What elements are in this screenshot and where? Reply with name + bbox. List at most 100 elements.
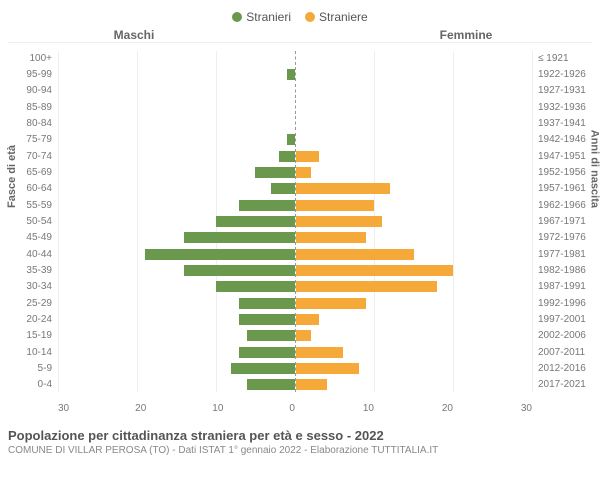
population-pyramid-chart: Stranieri Straniere Maschi Femmine Fasce…	[0, 0, 600, 500]
bar-male	[247, 379, 294, 390]
x-tick: 20	[442, 403, 453, 414]
half-left	[58, 51, 296, 65]
age-label: 70-74	[12, 151, 52, 162]
bar-male	[231, 363, 294, 374]
half-right	[296, 133, 533, 147]
half-right	[296, 51, 533, 65]
age-label: 35-39	[12, 265, 52, 276]
data-row: 90-941927-1931	[58, 84, 532, 98]
bar-zone	[58, 329, 532, 343]
bar-zone	[58, 378, 532, 392]
age-label: 45-49	[12, 232, 52, 243]
data-row: 45-491972-1976	[58, 231, 532, 245]
bar-zone	[58, 100, 532, 114]
bar-zone	[58, 198, 532, 212]
half-left	[58, 329, 296, 343]
footer: Popolazione per cittadinanza straniera p…	[8, 428, 592, 456]
data-row: 5-92012-2016	[58, 362, 532, 376]
bar-zone	[58, 280, 532, 294]
legend-label-female: Straniere	[319, 10, 368, 24]
age-label: 5-9	[12, 363, 52, 374]
half-left	[58, 214, 296, 228]
half-left	[58, 313, 296, 327]
half-left	[58, 149, 296, 163]
birth-label: 1967-1971	[538, 216, 598, 227]
data-row: 40-441977-1981	[58, 247, 532, 261]
bar-zone	[58, 362, 532, 376]
age-label: 10-14	[12, 347, 52, 358]
side-title-right: Femmine	[300, 28, 592, 42]
bar-zone	[58, 214, 532, 228]
half-right	[296, 296, 533, 310]
birth-label: 1922-1926	[538, 69, 598, 80]
half-left	[58, 280, 296, 294]
half-right	[296, 362, 533, 376]
data-row: 35-391982-1986	[58, 263, 532, 277]
bar-male	[239, 200, 294, 211]
x-tick: 30	[521, 403, 532, 414]
half-right	[296, 214, 533, 228]
bar-female	[296, 347, 343, 358]
half-left	[58, 182, 296, 196]
half-right	[296, 149, 533, 163]
data-row: 70-741947-1951	[58, 149, 532, 163]
birth-label: ≤ 1921	[538, 53, 598, 64]
bar-zone	[58, 313, 532, 327]
bar-zone	[58, 247, 532, 261]
bar-female	[296, 314, 320, 325]
birth-label: 2002-2006	[538, 330, 598, 341]
half-left	[58, 263, 296, 277]
x-ticks-right: 102030	[295, 403, 532, 414]
bar-male	[216, 281, 295, 292]
age-label: 15-19	[12, 330, 52, 341]
birth-label: 1992-1996	[538, 298, 598, 309]
half-right	[296, 100, 533, 114]
bar-female	[296, 265, 454, 276]
birth-label: 1962-1966	[538, 200, 598, 211]
half-right	[296, 67, 533, 81]
half-left	[58, 231, 296, 245]
data-row: 60-641957-1961	[58, 182, 532, 196]
bar-female	[296, 298, 367, 309]
bar-zone	[58, 51, 532, 65]
data-row: 95-991922-1926	[58, 67, 532, 81]
bar-zone	[58, 182, 532, 196]
half-right	[296, 247, 533, 261]
bar-zone	[58, 67, 532, 81]
age-label: 65-69	[12, 167, 52, 178]
half-left	[58, 198, 296, 212]
legend-swatch-male	[232, 12, 242, 22]
bar-zone	[58, 231, 532, 245]
x-ticks-left: 3020100	[58, 403, 295, 414]
bar-male	[247, 330, 294, 341]
legend-item-female: Straniere	[305, 10, 368, 24]
data-row: 65-691952-1956	[58, 165, 532, 179]
half-left	[58, 67, 296, 81]
legend-item-male: Stranieri	[232, 10, 291, 24]
age-label: 80-84	[12, 118, 52, 129]
bar-male	[279, 151, 295, 162]
half-right	[296, 165, 533, 179]
birth-label: 1947-1951	[538, 151, 598, 162]
bar-male	[239, 314, 294, 325]
bar-male	[287, 134, 295, 145]
birth-label: 2007-2011	[538, 347, 598, 358]
age-label: 75-79	[12, 134, 52, 145]
age-label: 30-34	[12, 281, 52, 292]
bar-female	[296, 200, 375, 211]
bar-male	[216, 216, 295, 227]
birth-label: 1982-1986	[538, 265, 598, 276]
half-right	[296, 280, 533, 294]
birth-label: 2012-2016	[538, 363, 598, 374]
age-label: 20-24	[12, 314, 52, 325]
side-title-left: Maschi	[8, 28, 300, 42]
bar-male	[239, 298, 294, 309]
bar-female	[296, 379, 328, 390]
birth-label: 1952-1956	[538, 167, 598, 178]
legend: Stranieri Straniere	[8, 10, 592, 24]
age-label: 55-59	[12, 200, 52, 211]
bar-male	[287, 69, 295, 80]
half-right	[296, 231, 533, 245]
birth-label: 1987-1991	[538, 281, 598, 292]
half-right	[296, 263, 533, 277]
